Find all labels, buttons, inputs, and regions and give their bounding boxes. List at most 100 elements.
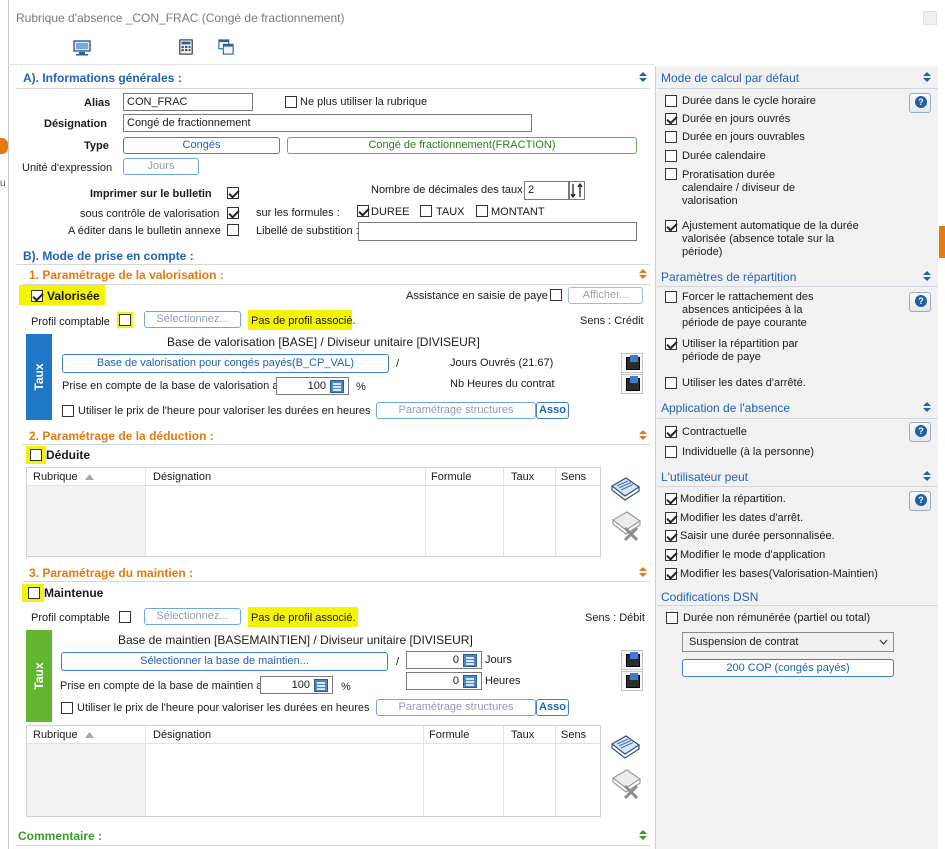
user-opt4-checkbox[interactable]	[665, 549, 677, 561]
val-hours-picker-button[interactable]	[621, 374, 643, 394]
calc-opt2-checkbox[interactable]	[665, 113, 677, 125]
val-taux-tab[interactable]: Taux	[26, 334, 52, 420]
maintien-col-sens[interactable]: Sens	[561, 729, 587, 741]
annex-checkbox[interactable]	[227, 224, 239, 236]
no-use-checkbox[interactable]	[285, 96, 297, 108]
deduite-label: Déduite	[46, 448, 91, 462]
val-asso-button[interactable]: Asso	[536, 402, 569, 419]
calc-opt4-checkbox[interactable]	[665, 150, 677, 162]
val-divisor-picker-button[interactable]	[621, 353, 643, 373]
commentaire-collapse-icon[interactable]	[638, 830, 648, 840]
calc-opt5-checkbox[interactable]	[665, 168, 677, 180]
calc-mode-collapse-icon[interactable]	[922, 72, 932, 82]
repartition-help-button[interactable]	[909, 292, 931, 312]
mnt-hourly-checkbox[interactable]	[61, 702, 73, 714]
mnt-hours-calculator-icon[interactable]	[463, 675, 477, 688]
mnt-asso-button[interactable]: Asso	[536, 699, 569, 716]
calculator-icon[interactable]	[177, 39, 195, 55]
formula-duree-checkbox[interactable]	[357, 205, 369, 217]
show-button[interactable]: Afficher...	[568, 287, 643, 304]
user-opt1-checkbox[interactable]	[665, 493, 677, 505]
decimals-spinner[interactable]	[569, 181, 585, 200]
user-opt3-checkbox[interactable]	[665, 530, 677, 542]
user-opt2-checkbox[interactable]	[665, 512, 677, 524]
type-detail-button[interactable]: Congé de fractionnement(FRACTION)	[287, 137, 637, 154]
mnt-hours-picker-button[interactable]	[621, 671, 643, 691]
assistance-checkbox[interactable]	[550, 289, 562, 301]
mnt-days-picker-button[interactable]	[621, 650, 643, 670]
app-opt2-checkbox[interactable]	[665, 446, 677, 458]
delete-row-icon[interactable]	[609, 766, 643, 800]
application-collapse-icon[interactable]	[922, 402, 932, 412]
substitution-field[interactable]	[358, 222, 637, 241]
mnt-percent-calculator-icon[interactable]	[314, 679, 328, 692]
valuation-control-checkbox[interactable]	[227, 207, 239, 219]
user-can-help-button[interactable]	[909, 491, 931, 511]
deduction-col-sens[interactable]: Sens	[561, 471, 587, 483]
repartition-collapse-icon[interactable]	[922, 271, 932, 281]
copy-window-icon[interactable]	[217, 39, 235, 55]
window-scrollbar-up[interactable]	[923, 11, 937, 25]
dsn-opt1-checkbox[interactable]	[666, 612, 678, 624]
mnt-select-button[interactable]: Sélectionnez...	[144, 608, 241, 625]
val-select-button[interactable]: Sélectionnez...	[144, 311, 241, 328]
formula-taux-checkbox[interactable]	[420, 205, 432, 217]
maintenue-checkbox[interactable]	[28, 587, 40, 599]
deduction-col-designation[interactable]: Désignation	[153, 471, 212, 483]
maintien-collapse-icon[interactable]	[638, 567, 648, 577]
user-opt5-checkbox[interactable]	[665, 568, 677, 580]
mnt-profile-checkbox[interactable]	[119, 611, 131, 623]
deduction-table-header: Rubrique Désignation Formule Taux Sens	[27, 468, 600, 486]
delete-row-icon[interactable]	[609, 508, 643, 542]
add-row-icon[interactable]	[608, 732, 642, 762]
unit-button[interactable]: Jours	[123, 158, 199, 175]
mnt-base-button[interactable]: Sélectionner la base de maintien...	[61, 652, 388, 671]
designation-field[interactable]: Congé de fractionnement	[123, 114, 532, 132]
mnt-days-calculator-icon[interactable]	[463, 654, 477, 667]
user-can-collapse-icon[interactable]	[922, 471, 932, 481]
calc-opt5-label-l1: Proratisation durée	[682, 169, 775, 181]
mnt-structure-button[interactable]: Paramétrage structures	[376, 699, 536, 716]
calc-opt6-checkbox[interactable]	[665, 220, 677, 232]
monitor-icon[interactable]	[73, 40, 91, 56]
val-hourly-checkbox[interactable]	[62, 405, 74, 417]
repart-opt1-checkbox[interactable]	[665, 291, 677, 303]
deduction-col-taux[interactable]: Taux	[511, 471, 535, 483]
val-profile-checkbox[interactable]	[119, 314, 131, 326]
sort-asc-icon[interactable]	[85, 732, 94, 738]
calc-opt1-checkbox[interactable]	[665, 95, 677, 107]
val-base-button[interactable]: Base de valorisation pour congés payés(B…	[62, 354, 389, 373]
valorisation-collapse-icon[interactable]	[638, 269, 648, 279]
maintien-col-designation[interactable]: Désignation	[153, 729, 212, 741]
print-checkbox[interactable]	[227, 187, 239, 199]
repart-opt2-checkbox[interactable]	[665, 338, 677, 350]
dsn-code-button[interactable]: 200 COP (congés payés)	[682, 659, 894, 677]
deduite-checkbox[interactable]	[30, 449, 42, 461]
deduction-collapse-icon[interactable]	[638, 430, 648, 440]
val-structure-button[interactable]: Paramétrage structures	[376, 402, 536, 419]
dsn-suspension-select[interactable]: Suspension de contrat	[682, 632, 894, 652]
val-hours-text: Nb Heures du contrat	[450, 378, 555, 390]
col-sep	[503, 468, 504, 556]
section-a-collapse-icon[interactable]	[638, 72, 648, 82]
add-row-icon[interactable]	[608, 474, 642, 504]
sort-asc-icon[interactable]	[85, 474, 94, 480]
type-button[interactable]: Congés	[123, 137, 280, 154]
maintien-col-formule[interactable]: Formule	[429, 729, 470, 741]
calc-mode-help-button[interactable]	[909, 93, 931, 113]
alias-field[interactable]: CON_FRAC	[123, 93, 253, 111]
valorisee-checkbox[interactable]	[31, 290, 43, 302]
application-help-button[interactable]	[909, 422, 931, 442]
mnt-taux-tab[interactable]: Taux	[26, 630, 52, 722]
repart-opt3-checkbox[interactable]	[665, 377, 677, 389]
deduction-col-formule[interactable]: Formule	[431, 471, 472, 483]
maintien-col-rubrique[interactable]: Rubrique	[33, 729, 78, 741]
app-opt1-checkbox[interactable]	[665, 426, 677, 438]
decimals-field[interactable]: 2	[524, 181, 569, 200]
calc-opt3-label: Durée en jours ouvrables	[682, 131, 805, 143]
formula-montant-checkbox[interactable]	[476, 205, 488, 217]
deduction-col-rubrique[interactable]: Rubrique	[33, 471, 78, 483]
val-calculator-icon[interactable]	[330, 380, 344, 393]
maintien-col-taux[interactable]: Taux	[511, 729, 535, 741]
calc-opt3-checkbox[interactable]	[665, 131, 677, 143]
